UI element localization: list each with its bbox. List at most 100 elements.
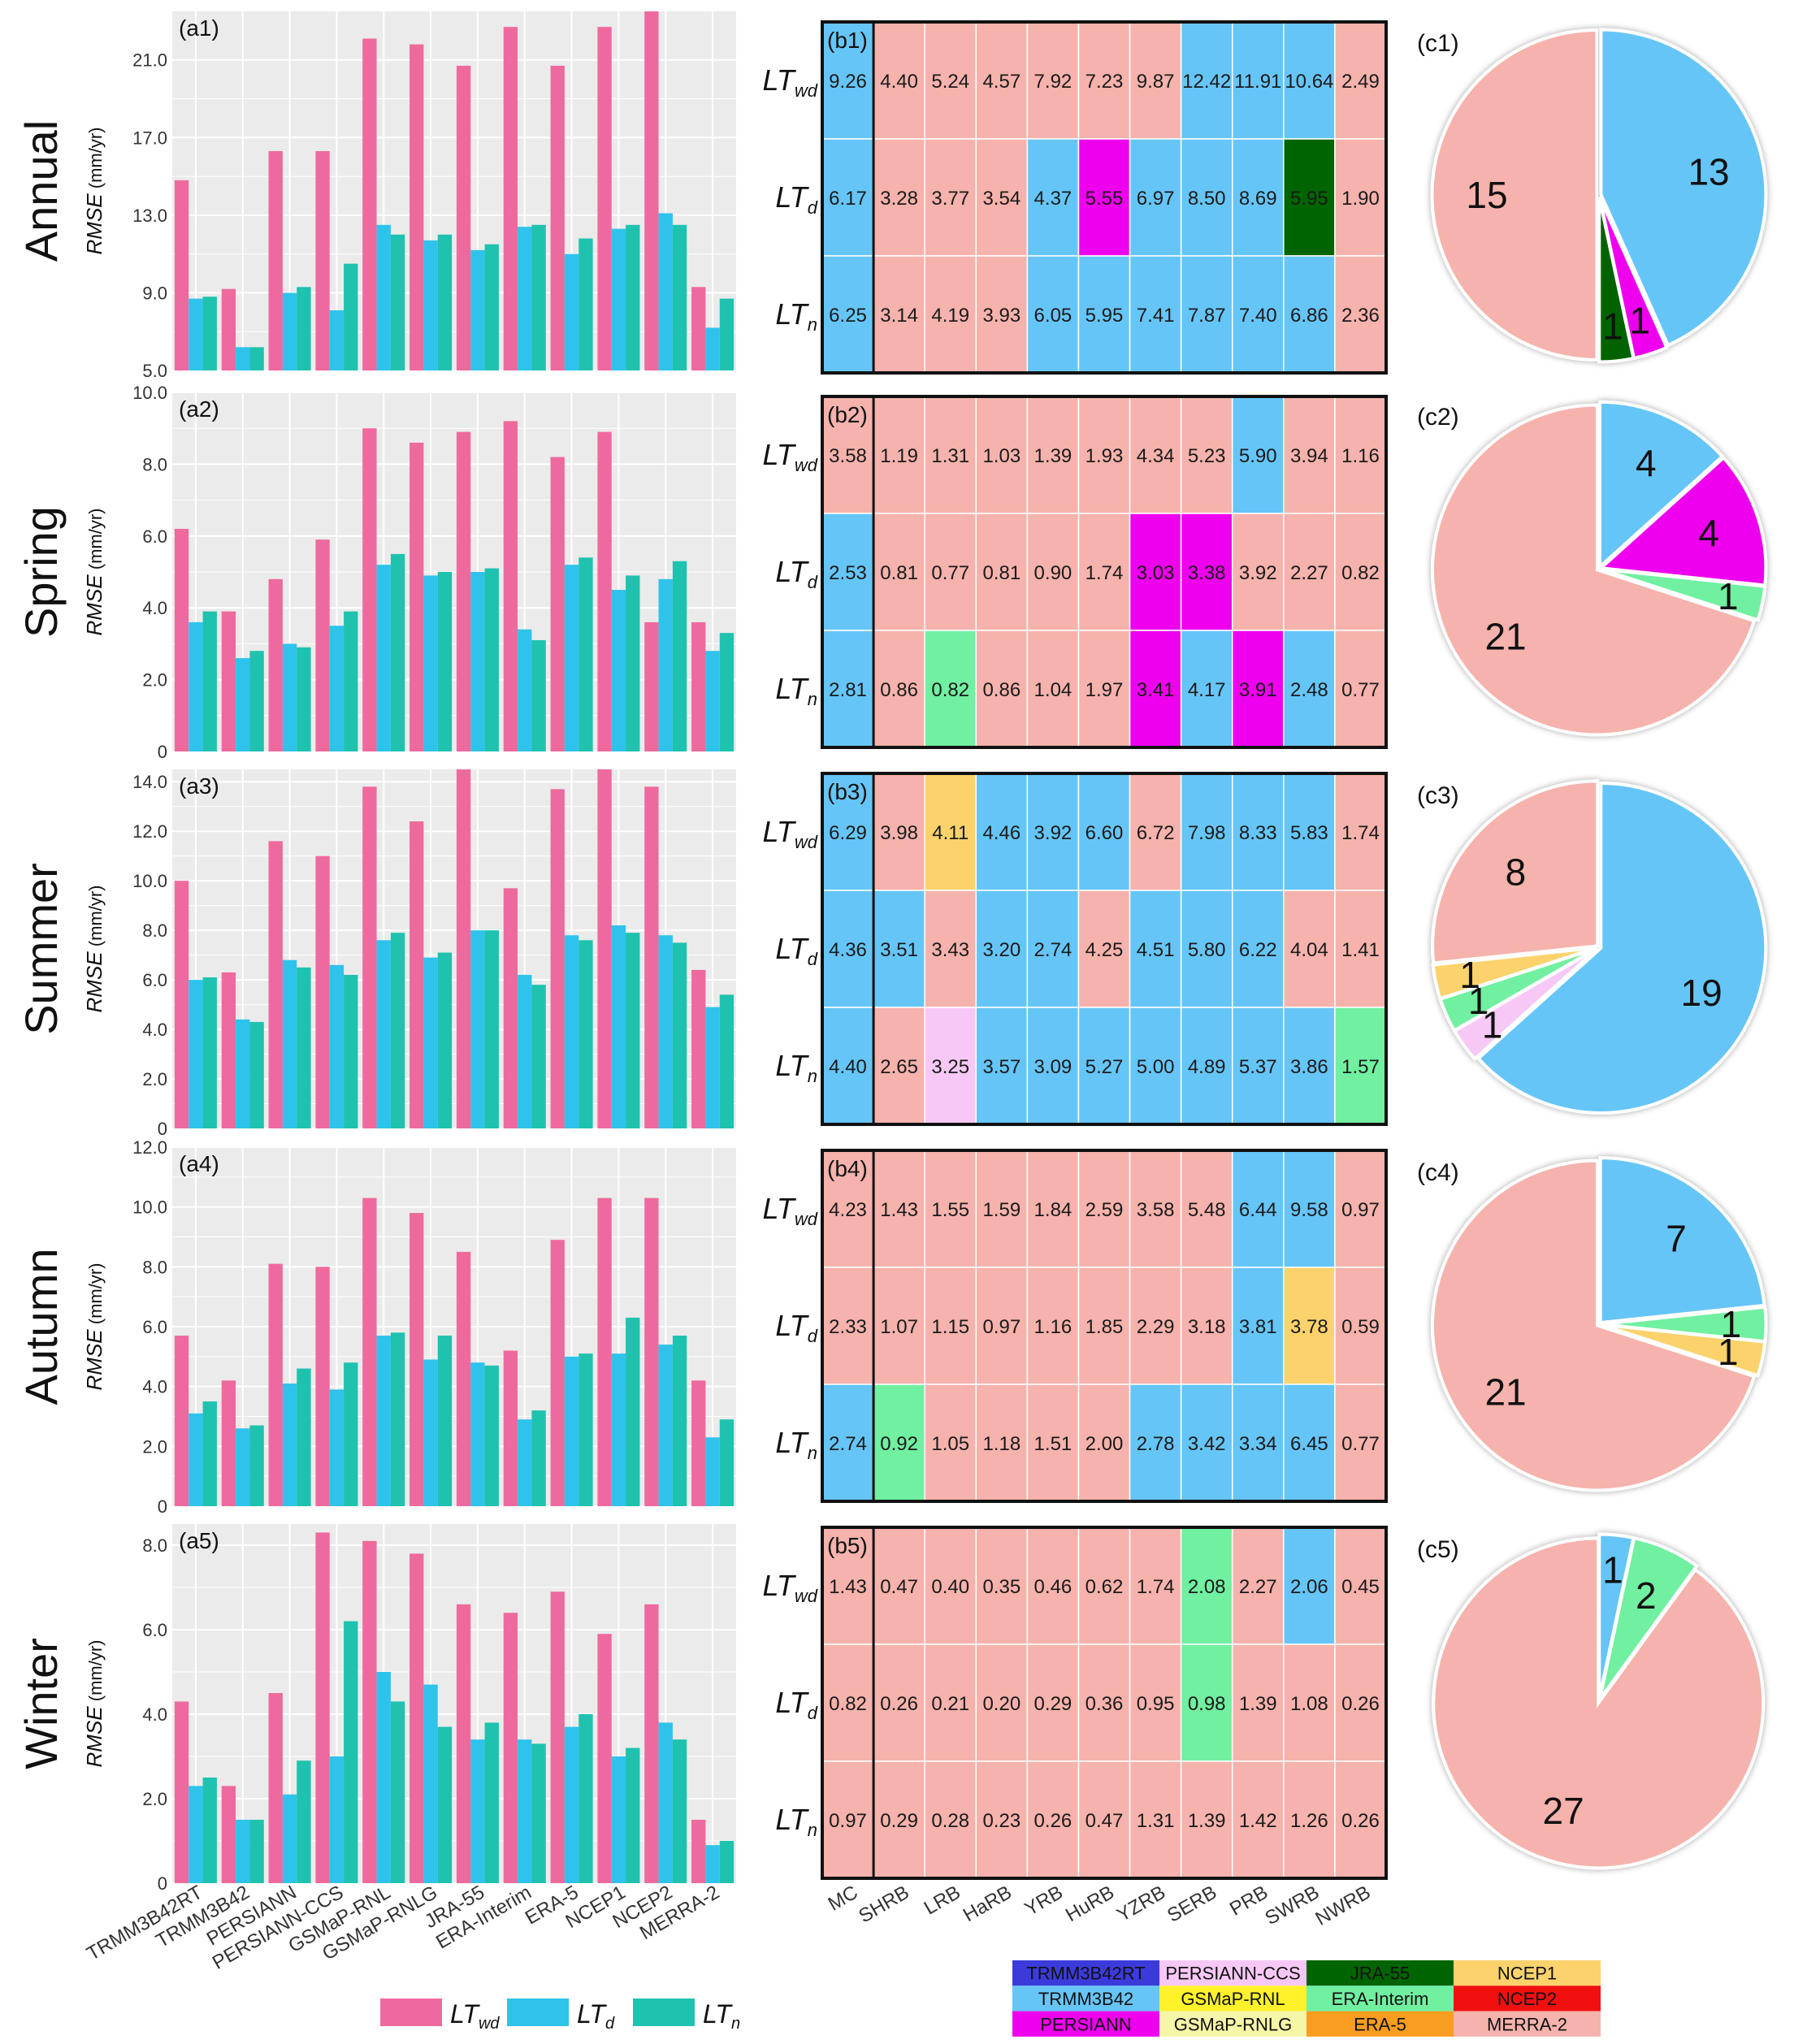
- heat-cell-value: 6.45: [1290, 1433, 1328, 1455]
- bar-LTn-GSMaP-RNL: [390, 933, 405, 1128]
- bar-LTn-ERA-Interim: [531, 1410, 546, 1506]
- heat-cell-value: 0.26: [1034, 1810, 1072, 1832]
- y-tick-label: 0: [158, 1873, 167, 1894]
- bar-LTwd-NCEP1: [597, 1197, 612, 1506]
- bar-LTwd-GSMaP-RNL: [362, 1197, 377, 1506]
- row-title: Winter: [15, 1638, 67, 1769]
- heat-col-label: YZRB: [1113, 1882, 1169, 1926]
- bar-LTn-PERSIANN: [297, 287, 311, 370]
- y-axis-label: RMSE (mm/yr): [82, 886, 106, 1013]
- heat-cell: [1026, 1527, 1080, 1645]
- pie-panel: (c5) 12 27: [1417, 1532, 1766, 1870]
- legend-category-swatch: [1012, 1986, 1159, 2012]
- bar-LTd-PERSIANN-CCS: [329, 626, 344, 751]
- y-tick-label: 6.0: [142, 970, 167, 990]
- bar-panel: 0 2.0 4.0 6.0 8.0 10.0 12.0 14.0 (a3) Summer RMSE …: [15, 769, 736, 1139]
- heat-frame: [821, 395, 1388, 749]
- legend-category-swatch: [1159, 2011, 1306, 2037]
- bar-LTn-NCEP1: [626, 1747, 640, 1883]
- y-tick-label: 8.0: [142, 1257, 167, 1277]
- bar-LTwd-TRMM3B42: [221, 611, 236, 751]
- bar-LTn-NCEP2: [672, 1336, 687, 1506]
- y-tick-label: 2.0: [142, 670, 167, 691]
- heat-cell: [1077, 890, 1131, 1008]
- bar-LTwd-JRA-55: [456, 1604, 471, 1883]
- heat-cell-value: 1.85: [1086, 1316, 1124, 1338]
- bar-LTn-ERA-Interim: [531, 985, 546, 1128]
- legend-category-label: ERA-Interim: [1332, 1989, 1429, 2009]
- heat-cell: [1231, 773, 1285, 891]
- legend-category-label: JRA-55: [1350, 1964, 1410, 1984]
- heat-row-label: LTn: [775, 1803, 817, 1840]
- heat-cell: [873, 255, 925, 374]
- bar-LTd-NCEP2: [658, 578, 673, 751]
- panel-label: (c3): [1417, 782, 1459, 809]
- heat-cell-value: 2.27: [1290, 562, 1328, 584]
- pie-panel: (c1) 13 11 15: [1417, 28, 1768, 364]
- heat-cell: [1026, 1267, 1080, 1385]
- y-tick-label: 4.0: [142, 1020, 167, 1040]
- heat-row-label: LTd: [775, 1686, 817, 1723]
- pie-slice-TRMM3B42: [1599, 28, 1768, 348]
- heat-cell: [1283, 513, 1336, 631]
- bar-LTn-MERRA-2: [719, 633, 734, 751]
- heat-cell-value: 1.04: [1034, 679, 1072, 701]
- bar-LTn-NCEP2: [672, 561, 687, 751]
- heat-cell: [873, 1267, 925, 1385]
- heat-cell-value: 4.36: [829, 939, 867, 961]
- heat-cell-value: 3.78: [1290, 1316, 1328, 1338]
- heat-cell-value: 6.25: [829, 305, 867, 327]
- heat-cell-value: 1.93: [1086, 445, 1124, 467]
- bar-LTn-GSMaP-RNLG: [437, 572, 453, 751]
- bar-LTn-PERSIANN-CCS: [344, 611, 358, 751]
- bar-LTn-NCEP2: [672, 942, 687, 1128]
- pie-slices: [1431, 779, 1768, 1115]
- heat-cell-value: 0.47: [1086, 1810, 1124, 1832]
- bar-LTd-ERA-Interim: [518, 629, 532, 751]
- heat-cell-value: 0.98: [1188, 1693, 1226, 1715]
- heat-row-label: LTd: [775, 932, 817, 969]
- bar-LTwd-PERSIANN: [268, 151, 283, 371]
- heat-cell-value: 6.60: [1086, 822, 1124, 844]
- heat-row-label: LTd: [775, 555, 817, 592]
- pie-slice-label: 1: [1602, 1548, 1623, 1591]
- bar-LTwd-ERA-5: [550, 65, 565, 370]
- heat-cell-value: 0.97: [982, 1316, 1020, 1338]
- heat-cell: [1283, 1150, 1336, 1268]
- heatmap-panel: 3.58 1.19 1.31 1.03 1.39 1.93 4.34 5.23 5.90 3.94…: [763, 395, 1388, 749]
- y-tick-label: 10.0: [132, 383, 167, 403]
- panel-label: (a4): [179, 1151, 219, 1176]
- bar-LTn-PERSIANN: [297, 1368, 311, 1506]
- bar-LTd-GSMaP-RNL: [376, 940, 391, 1128]
- bar-LTwd-NCEP2: [644, 786, 659, 1128]
- bar-LTn-TRMM3B42RT: [202, 1401, 217, 1506]
- heat-cell-value: 0.59: [1341, 1316, 1380, 1338]
- heat-cell: [873, 630, 925, 748]
- y-axis-label: RMSE (mm/yr): [82, 128, 106, 255]
- heat-cell: [1180, 1267, 1233, 1385]
- bar-LTd-GSMaP-RNLG: [423, 1359, 438, 1506]
- legend-category-label: ERA-5: [1354, 2014, 1406, 2034]
- pie-slice-TRMM3B42: [1598, 1156, 1766, 1325]
- bar-LTwd-PERSIANN: [268, 578, 283, 751]
- heat-cell-value: 3.34: [1239, 1433, 1277, 1455]
- heat-cell-value: 4.46: [982, 822, 1020, 844]
- bar-LTn-TRMM3B42RT: [202, 297, 217, 370]
- heat-cell-value: 5.23: [1188, 445, 1226, 467]
- heat-cell: [873, 1527, 925, 1645]
- pie-slice-label: 1: [1718, 575, 1739, 617]
- pie-slice-label: 15: [1466, 174, 1507, 216]
- heat-cell: [1231, 1150, 1285, 1268]
- heat-row-label: LTn: [775, 672, 817, 709]
- bar-LTn-ERA-5: [578, 557, 593, 751]
- heat-cell: [1026, 21, 1080, 140]
- panel-label: (c2): [1417, 404, 1459, 431]
- legend-category-label: NCEP2: [1497, 1989, 1557, 2009]
- heat-cell: [975, 1267, 1029, 1385]
- heat-cell-value: 6.05: [1034, 305, 1072, 327]
- bar-LTwd-ERA-5: [550, 1591, 565, 1883]
- heat-cell-value: 1.16: [1034, 1316, 1072, 1338]
- heat-cell: [975, 21, 1029, 140]
- heat-cell-value: 8.33: [1239, 822, 1277, 844]
